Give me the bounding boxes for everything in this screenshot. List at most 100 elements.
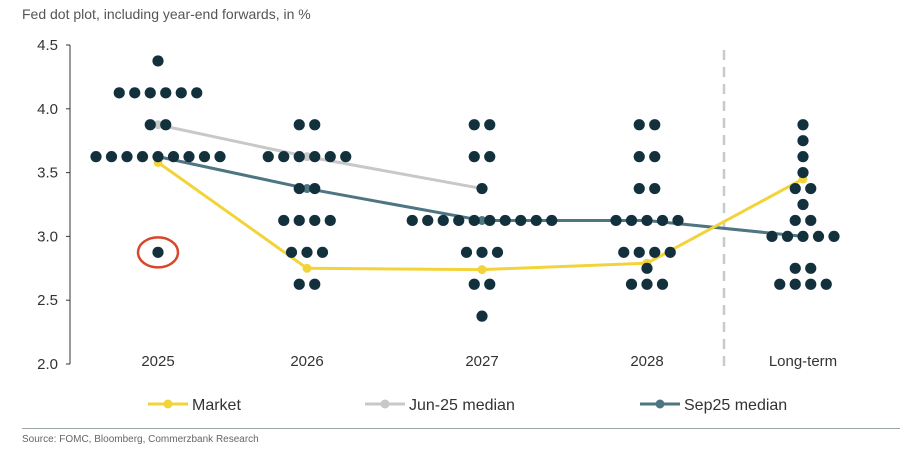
fomc-dot	[805, 262, 817, 274]
fomc-dot	[293, 278, 305, 290]
fomc-dot	[406, 214, 418, 227]
fomc-dot	[160, 87, 172, 99]
highlight-layer	[136, 236, 180, 269]
fomc-dot	[293, 119, 305, 131]
fomc-dot	[797, 198, 809, 211]
fomc-dot	[820, 278, 832, 290]
fomc-dot	[285, 246, 298, 258]
x-tick-label: 2027	[465, 353, 498, 370]
fomc-dot	[293, 182, 305, 195]
highlight-circle	[136, 236, 180, 269]
fomc-dot	[113, 87, 125, 99]
fomc-dot	[797, 151, 809, 163]
y-tick-label: 4.5	[37, 37, 58, 54]
fomc-dot	[144, 87, 156, 99]
fomc-dot	[633, 151, 645, 163]
x-tick-label: 2025	[141, 353, 174, 370]
fomc-dot	[198, 151, 211, 163]
series-point-jun-25-median	[153, 120, 163, 130]
legend-marker	[380, 399, 390, 409]
y-tick-label: 2.5	[37, 292, 58, 309]
fomc-dot	[175, 87, 187, 99]
fomc-dot	[484, 278, 496, 290]
fomc-dot	[309, 151, 321, 163]
fomc-dot	[641, 214, 653, 227]
fomc-dot	[781, 230, 794, 242]
series-point-jun-25-median	[302, 152, 312, 162]
legend-marker	[163, 399, 173, 409]
fomc-dot	[618, 246, 630, 258]
series-point-market	[302, 263, 312, 273]
legend-label: Sep25 median	[684, 397, 787, 414]
fomc-dot	[293, 214, 305, 227]
fomc-dot	[160, 119, 172, 131]
fomc-dot	[805, 214, 817, 227]
fomc-dot	[437, 214, 449, 227]
fomc-dot	[789, 278, 801, 290]
fomc-dot	[468, 119, 480, 131]
fomc-dot	[262, 151, 274, 163]
fomc-dot	[633, 119, 645, 131]
fomc-dot	[625, 214, 638, 227]
fomc-dot	[476, 182, 488, 195]
fomc-dot	[484, 119, 496, 131]
y-tick-label: 2.0	[37, 356, 58, 373]
legend: Market Jun-25 median Sep25 median	[148, 397, 787, 414]
fomc-dot	[90, 151, 102, 163]
axes: 2.0 2.5 3.0 3.5 4.0 4.5 2025 2026 2027 2028 Long-t…	[37, 37, 837, 373]
fomc-dot	[789, 182, 801, 195]
fomc-dot	[278, 151, 290, 163]
fomc-dot	[774, 278, 786, 290]
fomc-dot	[484, 214, 496, 227]
y-tick-label: 3.0	[37, 228, 58, 245]
fomc-dot	[422, 214, 434, 227]
legend-label: Market	[192, 397, 241, 414]
fomc-dot	[293, 151, 305, 163]
x-tick-label: 2028	[630, 353, 663, 370]
fomc-dot	[633, 246, 645, 258]
fomc-dot	[625, 278, 638, 290]
fomc-dot	[316, 246, 329, 258]
fomc-dot	[152, 246, 164, 258]
footer-rule	[22, 428, 900, 429]
fomc-dot	[797, 167, 809, 179]
fomc-dot	[105, 151, 118, 163]
fomc-dot	[309, 214, 321, 227]
dots-layer	[90, 55, 840, 322]
series-point-sep25-median	[477, 215, 487, 225]
y-tick-label: 4.0	[37, 101, 58, 118]
fomc-dot	[324, 151, 336, 163]
fomc-dot	[805, 278, 817, 290]
fomc-dot	[766, 230, 778, 242]
fomc-dot	[324, 214, 336, 227]
fomc-dot	[278, 214, 290, 227]
source-note: Source: FOMC, Bloomberg, Commerzbank Res…	[22, 434, 259, 445]
fomc-dot	[789, 214, 801, 227]
fomc-dot	[468, 278, 480, 290]
fomc-dot	[476, 310, 488, 322]
fomc-dot	[309, 119, 321, 131]
fomc-dot	[828, 230, 840, 242]
chart-title: Fed dot plot, including year-end forward…	[22, 6, 311, 22]
fomc-dot	[129, 87, 141, 99]
series-point-sep25-median	[302, 184, 312, 194]
fomc-dot	[152, 151, 164, 163]
fomc-dot	[499, 214, 511, 227]
legend-label: Jun-25 median	[409, 397, 515, 414]
fomc-dot	[649, 119, 661, 131]
fomc-dot	[656, 278, 669, 290]
fomc-dot	[460, 246, 473, 258]
fomc-dot	[789, 262, 801, 274]
y-tick-label: 3.5	[37, 165, 58, 182]
x-tick-label: Long-term	[769, 353, 837, 370]
fomc-dot	[191, 87, 203, 99]
fomc-dot	[649, 182, 661, 195]
fomc-dot	[530, 214, 542, 227]
fomc-dot	[301, 246, 313, 258]
fomc-dot	[453, 214, 465, 227]
fomc-dot	[309, 278, 321, 290]
fomc-dot	[309, 182, 321, 195]
fomc-dot	[641, 278, 653, 290]
fomc-dot	[468, 214, 480, 227]
